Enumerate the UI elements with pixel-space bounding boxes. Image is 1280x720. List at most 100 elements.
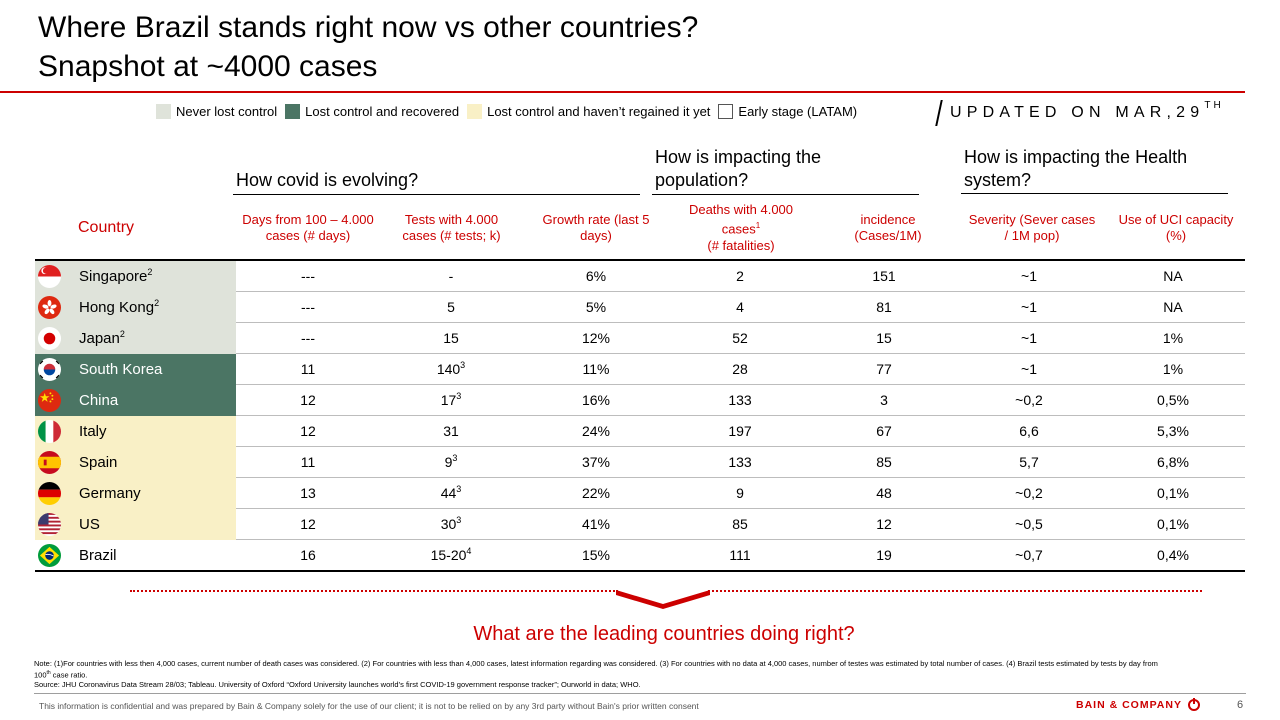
- cell-growth: 16%: [536, 392, 656, 409]
- legend-label: Lost control and recovered: [305, 104, 460, 119]
- cell-uci: 0,1%: [1113, 516, 1233, 533]
- cell-uci: 0,1%: [1113, 485, 1233, 502]
- cell-deaths: 197: [680, 423, 800, 440]
- cell-incidence: 15: [824, 330, 944, 347]
- cell-uci-value: 0,5%: [1157, 392, 1189, 408]
- country-name-text: Japan: [79, 330, 120, 347]
- updated-date-tag: UPDATED ON MAR,29 TH: [935, 100, 1224, 126]
- cell-tests: 443: [391, 485, 511, 502]
- country-cell: US: [35, 509, 236, 540]
- country-name-text: South Korea: [79, 361, 163, 378]
- footer-divider: [34, 693, 1246, 694]
- footnote-ordinal: 100: [34, 670, 47, 679]
- table-top-rule: [35, 259, 1245, 261]
- table-row: US 12 303 41% 85 12 ~0,5 0,1%: [35, 509, 1245, 540]
- column-header-country: Country: [78, 219, 135, 236]
- cell-deaths: 2: [680, 268, 800, 285]
- footnote-tail: case ratio.: [50, 670, 88, 679]
- cell-growth: 5%: [536, 299, 656, 316]
- column-header-deaths-line1: Deaths with 4.000: [688, 202, 794, 218]
- cell-incidence-value: 67: [876, 423, 892, 439]
- group-header-population-line2: population?: [655, 170, 749, 190]
- legend-item-never-lost-control: Never lost control: [156, 104, 277, 119]
- cell-days: 12: [248, 516, 368, 533]
- column-header-incidence: incidence (Cases/1M): [854, 212, 922, 243]
- cell-severity: 6,6: [969, 423, 1089, 440]
- cell-incidence: 77: [824, 361, 944, 378]
- country-name: China: [79, 392, 118, 409]
- bain-logo: BAIN & COMPANY: [1076, 698, 1200, 711]
- cell-deaths: 52: [680, 330, 800, 347]
- dotted-separator-right: [708, 590, 1202, 592]
- deaths-cases-label: cases: [721, 221, 756, 237]
- cell-growth: 22%: [536, 485, 656, 502]
- column-header-deaths-line3: (# fatalities): [707, 237, 775, 253]
- cell-deaths-value: 197: [728, 423, 752, 439]
- cell-uci: 5,3%: [1113, 423, 1233, 440]
- country-name-text: Spain: [79, 454, 118, 471]
- chevron-down-icon: [616, 590, 710, 609]
- cell-uci: 1%: [1113, 330, 1233, 347]
- footnote-marker: 3: [460, 360, 466, 370]
- footnote-line1: Note: (1)For countries with less then 4,…: [34, 659, 1158, 668]
- country-cell: Japan2: [35, 323, 236, 354]
- cell-uci: 0,5%: [1113, 392, 1233, 409]
- cell-tests-value: 140: [436, 361, 461, 377]
- cell-growth-value: 24%: [581, 423, 611, 439]
- cell-incidence: 81: [824, 299, 944, 316]
- country-name: US: [79, 516, 100, 533]
- legend-swatch-early: [718, 104, 734, 119]
- cell-incidence: 85: [824, 454, 944, 471]
- cell-severity: ~0,7: [969, 547, 1089, 564]
- country-cell: Germany: [35, 478, 236, 509]
- cell-days: ---: [248, 299, 368, 316]
- cell-tests: 93: [391, 454, 511, 471]
- cell-days-value: 11: [300, 361, 316, 377]
- cell-incidence: 151: [824, 268, 944, 285]
- cell-growth-value: 15%: [581, 547, 611, 563]
- deaths-footnote-marker: 1: [755, 221, 761, 231]
- cell-severity-value: 6,6: [1019, 423, 1039, 439]
- cell-severity-value: ~1: [1021, 268, 1037, 284]
- country-name-text: Singapore: [79, 268, 148, 285]
- group-header-health: How is impacting the Health system?: [964, 146, 1187, 192]
- cell-deaths-value: 133: [728, 392, 752, 408]
- cell-growth-value: 11%: [582, 361, 610, 377]
- cell-severity-value: ~0,5: [1015, 516, 1043, 532]
- status-legend: Never lost control Lost control and reco…: [156, 104, 865, 119]
- legend-swatch-never: [156, 104, 171, 119]
- cell-incidence-value: 3: [880, 392, 888, 408]
- cell-tests: 15-204: [391, 547, 511, 564]
- cell-incidence-value: 48: [876, 485, 892, 501]
- legend-swatch-recovered: [285, 104, 301, 119]
- cell-deaths: 28: [680, 361, 800, 378]
- cell-severity-value: ~1: [1021, 299, 1037, 315]
- country-name: Hong Kong2: [79, 299, 159, 317]
- cell-uci: NA: [1113, 268, 1233, 285]
- cell-days-value: ---: [301, 299, 315, 315]
- cell-incidence-value: 81: [876, 299, 892, 315]
- cell-growth-value: 41%: [581, 516, 611, 532]
- footnote-line2: 100th case ratio.: [34, 669, 1244, 680]
- cell-deaths-value: 133: [728, 454, 752, 470]
- slide-title-line1: Where Brazil stands right now vs other c…: [38, 11, 699, 44]
- cell-tests-value: 15: [443, 330, 459, 346]
- cell-tests: 303: [391, 516, 511, 533]
- cell-severity: ~1: [969, 330, 1089, 347]
- cell-growth: 41%: [536, 516, 656, 533]
- column-header-deaths: Deaths with 4.000 cases1 (# fatalities): [676, 202, 806, 253]
- japan-flag-icon: [38, 327, 61, 350]
- cell-growth: 6%: [536, 268, 656, 285]
- country-name-text: US: [79, 516, 100, 533]
- cell-incidence-value: 19: [876, 547, 892, 563]
- cell-severity: ~1: [969, 299, 1089, 316]
- cell-days-value: 11: [300, 454, 316, 470]
- cell-uci-value: 0,1%: [1157, 516, 1189, 532]
- cell-tests-value: -: [448, 268, 454, 284]
- cell-growth: 24%: [536, 423, 656, 440]
- cell-deaths-value: 85: [732, 516, 748, 532]
- country-name: Japan2: [79, 330, 125, 348]
- china-flag-icon: [38, 389, 61, 412]
- table-row: China 12 173 16% 133 3 ~0,2 0,5%: [35, 385, 1245, 416]
- cell-incidence: 12: [824, 516, 944, 533]
